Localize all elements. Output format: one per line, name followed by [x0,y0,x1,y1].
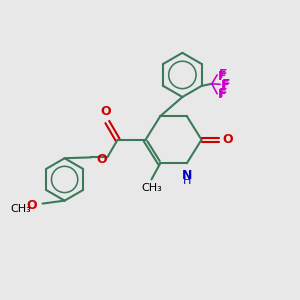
Text: F: F [221,78,230,91]
Text: O: O [97,153,107,166]
Text: N: N [182,169,193,182]
Text: F: F [219,68,227,81]
Text: F: F [218,70,227,83]
Text: O: O [223,133,233,146]
Text: O: O [100,105,111,118]
Text: F: F [219,87,227,100]
Text: F: F [221,79,230,92]
Text: CH₃: CH₃ [11,205,31,214]
Text: H: H [183,176,192,186]
Text: F: F [218,88,227,100]
Text: O: O [27,199,37,212]
Text: CH₃: CH₃ [141,183,162,193]
